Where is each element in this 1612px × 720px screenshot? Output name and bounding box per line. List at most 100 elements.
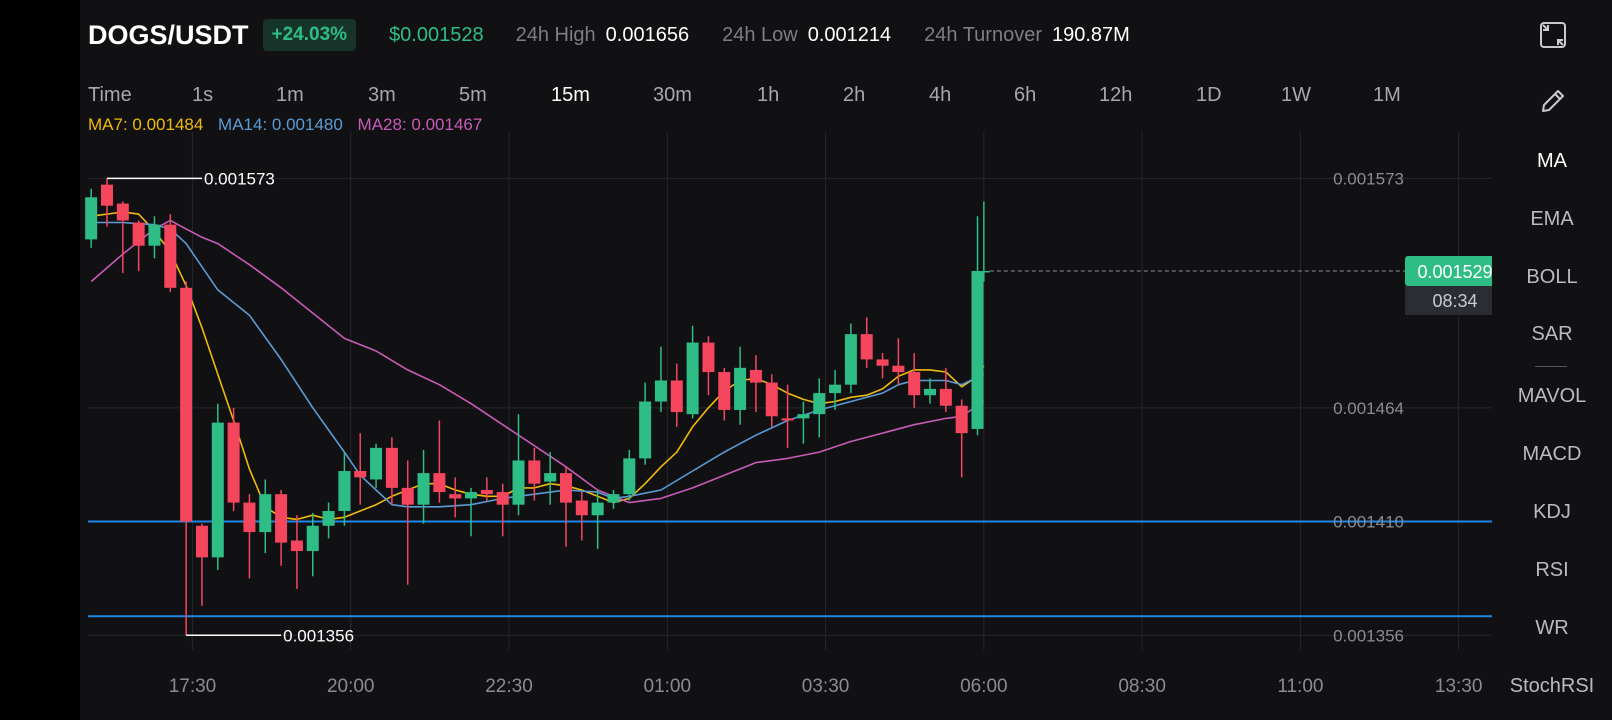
candle-body <box>180 287 193 522</box>
candle-body <box>227 422 240 503</box>
timeframe-3m[interactable]: 3m <box>368 84 396 106</box>
timeframe-1w[interactable]: 1W <box>1281 84 1311 106</box>
candle-body <box>417 473 430 505</box>
candle <box>290 515 303 589</box>
candle-body <box>496 492 509 505</box>
chart-app: DOGS/USDT +24.03% $0.001528 24h High 0.0… <box>80 0 1612 720</box>
timeframe-4h[interactable]: 4h <box>929 84 952 106</box>
candle <box>924 378 937 404</box>
timeframe-1h[interactable]: 1h <box>757 84 780 106</box>
timeframe-30m[interactable]: 30m <box>653 84 692 106</box>
candle-body <box>259 494 272 533</box>
timeframe-1s[interactable]: 1s <box>192 84 214 106</box>
indicator-sar[interactable]: SAR <box>1531 323 1573 345</box>
indicator-macd[interactable]: MACD <box>1522 443 1582 465</box>
candle-body <box>654 380 667 402</box>
indicator-rsi[interactable]: RSI <box>1535 559 1569 581</box>
candle <box>702 336 715 396</box>
candle <box>512 414 525 516</box>
timeframe-2h[interactable]: 2h <box>843 84 866 106</box>
candle <box>765 374 778 427</box>
stat-value-turnover: 190.87M <box>1052 23 1130 46</box>
x-tick-label: 13:30 <box>1435 676 1483 697</box>
low-marker-label: 0.001356 <box>283 626 354 645</box>
candle-body <box>544 473 557 482</box>
candle <box>496 483 509 537</box>
indicator-ma[interactable]: MA <box>1537 150 1567 172</box>
candle <box>844 323 857 394</box>
indicator-ema[interactable]: EMA <box>1530 208 1574 230</box>
timeframe-time[interactable]: Time <box>88 84 132 106</box>
candle <box>591 489 604 549</box>
x-tick-label: 01:00 <box>644 676 692 697</box>
timeframe-1m[interactable]: 1m <box>276 84 304 106</box>
candle <box>623 449 636 501</box>
candle-body <box>275 494 288 543</box>
candle-body <box>623 458 636 495</box>
ma-legend: MA7: 0.001484 MA14: 0.001480 MA28: 0.001… <box>88 115 492 135</box>
candle-body <box>686 342 699 415</box>
candle <box>85 188 98 248</box>
candle <box>465 487 478 537</box>
indicator-wr[interactable]: WR <box>1535 617 1569 639</box>
candle-body <box>718 372 731 410</box>
timeframe-15m[interactable]: 15m <box>551 84 590 106</box>
candle-body <box>290 540 303 552</box>
timeframe-5m[interactable]: 5m <box>459 84 487 106</box>
candle-body <box>876 359 889 366</box>
indicator-mavol[interactable]: MAVOL <box>1517 385 1587 407</box>
candle-body <box>528 460 541 484</box>
candle-body <box>749 369 762 383</box>
indicator-boll[interactable]: BOLL <box>1526 266 1578 288</box>
candle-body <box>607 494 620 503</box>
candle <box>860 317 873 368</box>
candle <box>211 403 224 570</box>
countdown-tag <box>1405 285 1492 315</box>
candle-body <box>354 471 367 478</box>
candle <box>116 201 129 274</box>
candle-body <box>100 184 113 206</box>
indicator-kdj[interactable]: KDJ <box>1533 501 1571 523</box>
candle-body <box>765 382 778 417</box>
x-tick-label: 11:00 <box>1277 676 1323 697</box>
candle <box>528 447 541 501</box>
candle-body <box>892 365 905 373</box>
candle <box>338 452 351 526</box>
candle-body <box>797 414 810 419</box>
candle-body <box>401 487 414 505</box>
candle-body <box>939 388 952 406</box>
candle <box>100 178 113 227</box>
pair-title[interactable]: DOGS/USDT <box>88 19 249 50</box>
candle <box>892 338 905 385</box>
candle <box>876 353 889 379</box>
candle <box>417 449 430 524</box>
exit-fullscreen-icon[interactable] <box>1538 20 1568 50</box>
candle-body <box>575 500 588 516</box>
candle-body <box>781 418 794 421</box>
pencil-icon[interactable] <box>1538 86 1568 116</box>
indicator-stochrsi[interactable]: StochRSI <box>1509 675 1595 697</box>
candle-body <box>670 380 683 413</box>
candle-body <box>370 447 383 480</box>
candle <box>480 477 493 501</box>
candle <box>686 325 699 419</box>
candle <box>243 494 256 579</box>
candle-body <box>132 222 145 246</box>
timeframe-1mo[interactable]: 1M <box>1373 84 1401 106</box>
candle-body <box>338 471 351 512</box>
sidebar-divider <box>1535 366 1567 367</box>
candlestick-chart[interactable]: 0.001573 0.001356 0.001573 0.001464 0.00141… <box>80 0 1492 720</box>
candle-body <box>702 342 715 373</box>
timeframe-12h[interactable]: 12h <box>1099 84 1133 106</box>
stat-label-low: 24h Low <box>722 23 798 46</box>
timeframe-1d[interactable]: 1D <box>1196 84 1222 106</box>
candle <box>259 479 272 554</box>
candle-body <box>908 372 921 396</box>
candle <box>559 466 572 547</box>
stat-label-turnover: 24h Turnover <box>924 23 1042 46</box>
timeframe-6h[interactable]: 6h <box>1014 84 1037 106</box>
candle <box>385 437 398 505</box>
last-price: $0.001528 <box>389 23 484 46</box>
ma14-value: MA14: 0.001480 <box>218 115 343 134</box>
candle <box>354 433 367 505</box>
